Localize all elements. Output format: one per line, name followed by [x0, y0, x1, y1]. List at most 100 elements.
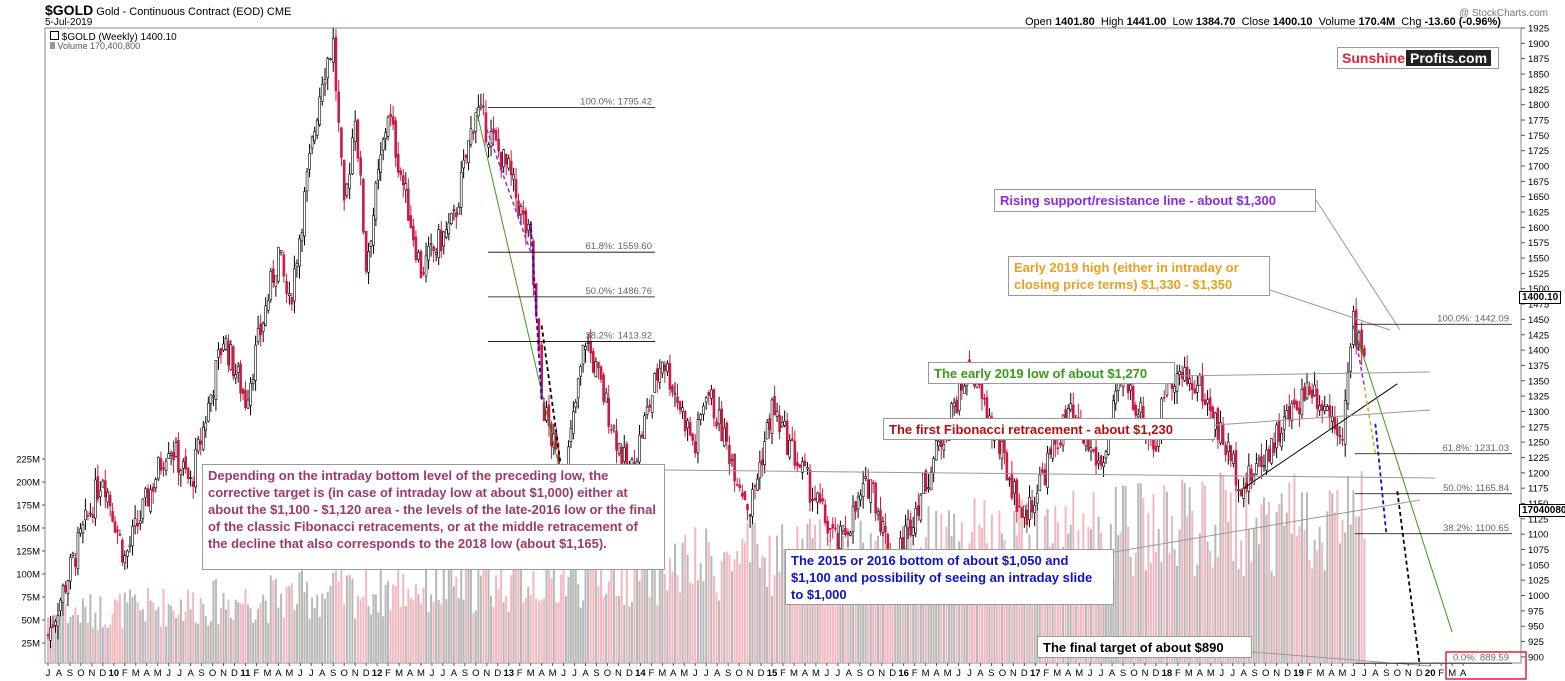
- volume-bar: [372, 593, 375, 663]
- candle-body: [1323, 406, 1327, 412]
- price-tick-label: 1500: [1528, 284, 1549, 295]
- volume-bar: [1341, 519, 1344, 663]
- time-tick-label: A: [1460, 668, 1467, 679]
- volume-bar: [1331, 493, 1334, 663]
- candle-body: [1099, 455, 1103, 466]
- candle-body: [688, 422, 692, 436]
- volume-bar: [1257, 544, 1260, 663]
- candle-body: [298, 238, 301, 267]
- candle-body: [846, 531, 850, 536]
- candle-body: [348, 173, 351, 189]
- time-tick-label: F: [780, 668, 786, 679]
- candle-body: [733, 453, 736, 482]
- candle-body: [1010, 474, 1014, 499]
- price-tick-label: 1925: [1528, 24, 1549, 35]
- volume-bar: [343, 604, 346, 663]
- time-tick-label: M: [812, 668, 820, 679]
- time-tick-label: 17: [1030, 668, 1041, 679]
- pointer-final-target: [1251, 651, 1431, 667]
- price-tick-label: 975: [1528, 606, 1544, 617]
- volume-bar: [1363, 538, 1366, 663]
- candle-body: [419, 251, 423, 279]
- candle-body: [46, 634, 50, 637]
- volume-bar: [219, 607, 222, 663]
- volume-bar: [61, 615, 64, 663]
- candle-body: [818, 493, 822, 503]
- candle-body: [841, 525, 845, 532]
- candle-body: [869, 479, 873, 503]
- open-value: 1401.80: [1054, 16, 1095, 28]
- time-tick-label: J: [956, 668, 961, 679]
- candle-body: [439, 229, 443, 252]
- candle-body: [59, 599, 62, 612]
- price-tick-label: 1800: [1528, 100, 1549, 111]
- volume-bar: [414, 584, 417, 663]
- callout-early-high: Early 2019 high (either in intraday or c…: [1008, 256, 1270, 296]
- time-tick-label: M: [1448, 668, 1456, 679]
- candle-body: [186, 468, 190, 479]
- legend-volume-text: Volume 170,400,800: [57, 41, 141, 51]
- price-tick-label: 925: [1528, 637, 1544, 648]
- time-tick-label: D: [626, 668, 633, 679]
- volume-bar: [1298, 525, 1301, 663]
- candle-body: [162, 467, 165, 470]
- candle-body: [256, 327, 260, 343]
- candle-body: [1257, 458, 1261, 461]
- candle-body: [1023, 505, 1026, 518]
- candle-body: [572, 411, 575, 435]
- candle-body: [1285, 410, 1289, 419]
- candle-body: [224, 337, 228, 350]
- volume-bar: [679, 592, 682, 663]
- volume-bar: [182, 620, 185, 663]
- time-tick-label: J: [1099, 668, 1104, 679]
- volume-bar: [204, 615, 207, 663]
- time-tick-label: D: [1284, 668, 1291, 679]
- volume-bar: [922, 581, 925, 663]
- candle-body: [1328, 405, 1332, 418]
- volume-bar: [686, 554, 689, 663]
- volume-bar: [702, 581, 705, 663]
- candle-body: [861, 483, 865, 497]
- purple-dashed-2013: [486, 128, 532, 253]
- volume-bar: [1204, 485, 1207, 663]
- volume-bar: [527, 586, 530, 663]
- volume-bar: [1224, 490, 1227, 663]
- candle-body: [467, 140, 470, 163]
- volume-bar: [184, 611, 187, 663]
- candle-body: [1280, 432, 1284, 448]
- volume-bar: [269, 575, 272, 663]
- volume-bar: [79, 622, 82, 663]
- candle-body: [126, 550, 129, 557]
- candle-body: [653, 373, 657, 393]
- volume-bar: [249, 608, 252, 663]
- volume-bar: [1270, 571, 1273, 663]
- volume-bar: [402, 573, 405, 663]
- volume-bar: [537, 600, 540, 663]
- candle-body: [1341, 439, 1344, 441]
- volume-bar: [232, 619, 235, 663]
- candle-body: [315, 119, 319, 136]
- volume-bar: [630, 601, 633, 663]
- candle-body: [254, 344, 257, 381]
- time-tick-label: A: [1109, 668, 1116, 679]
- time-tick-label: 10: [109, 668, 120, 679]
- candle-body: [86, 515, 90, 517]
- volume-bar: [1188, 487, 1191, 663]
- volume-bar: [170, 605, 173, 663]
- candle-body: [1265, 449, 1268, 471]
- volume-bar: [1295, 536, 1298, 663]
- candle-body: [1129, 384, 1132, 391]
- volume-bar: [1114, 486, 1117, 663]
- volume-bar: [1178, 529, 1181, 663]
- time-tick-label: F: [1175, 668, 1181, 679]
- time-tick-label: F: [1307, 668, 1313, 679]
- price-tick-label: 1025: [1528, 576, 1549, 587]
- volume-bar: [244, 588, 247, 663]
- volume-bar: [753, 522, 756, 663]
- candle-body: [295, 263, 299, 268]
- candle-body: [1262, 465, 1266, 467]
- candle-body: [658, 367, 662, 383]
- volume-bar: [477, 567, 480, 663]
- candle-body: [172, 451, 175, 461]
- volume-bar: [600, 567, 603, 663]
